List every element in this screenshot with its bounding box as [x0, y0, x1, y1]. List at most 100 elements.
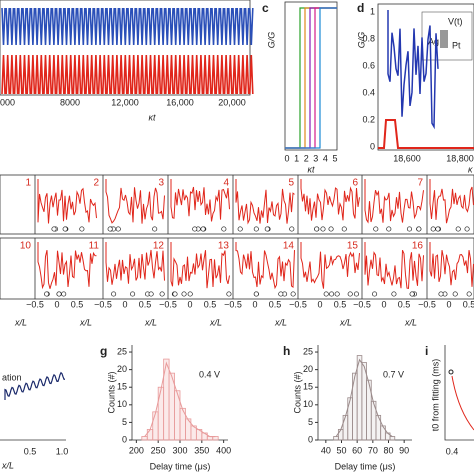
- particle: [455, 226, 461, 232]
- x-tick-label: 0.5: [139, 299, 152, 309]
- histogram-bar: [337, 429, 344, 441]
- panel-d-frame: [377, 3, 474, 151]
- x-axis-label: Delay time (μs): [150, 461, 211, 471]
- particle: [290, 291, 296, 297]
- y-axis-label: G/G: [266, 32, 276, 49]
- y-tick-label: 15: [303, 382, 313, 392]
- particle: [320, 226, 326, 232]
- panel-letter: c: [262, 1, 269, 15]
- panel-letter: g: [100, 344, 107, 358]
- panel-a-frame: [0, 0, 251, 96]
- x-tick-label: 0.5: [204, 299, 217, 309]
- x-axis-label: x/L: [14, 317, 27, 327]
- particle: [172, 291, 178, 297]
- particle: [466, 291, 472, 297]
- particle: [221, 226, 227, 232]
- x-tick-label: 0: [446, 299, 451, 309]
- x-tick-label: −0.5: [94, 299, 112, 309]
- x-axis-label: x/L: [339, 317, 352, 327]
- profile-trace: [300, 179, 360, 221]
- x-tick-label: 70: [368, 445, 378, 455]
- x-tick-label: −0.5: [26, 299, 44, 309]
- x-tick-label: 0.5: [24, 446, 37, 456]
- switch-trace: [285, 7, 337, 149]
- y-tick-label: 0: [122, 434, 127, 444]
- histogram-bar: [157, 386, 165, 441]
- panel-number: 12: [153, 241, 165, 252]
- panel-letter: h: [283, 344, 290, 358]
- x-axis-label: κt: [148, 112, 156, 122]
- x-tick-label: 000: [0, 97, 15, 107]
- profile-trace: [170, 242, 230, 289]
- particle: [159, 291, 165, 297]
- y-tick-label: 20: [117, 364, 127, 374]
- particle: [148, 291, 154, 297]
- x-axis-label: x/L: [144, 317, 157, 327]
- particle: [79, 226, 85, 232]
- switch-trace: [285, 7, 337, 149]
- y-tick-label: 0: [370, 141, 375, 151]
- x-tick-label: 5: [332, 153, 337, 163]
- oscillation-trace: [1, 7, 254, 46]
- histogram-bar: [361, 362, 367, 441]
- particle: [264, 226, 270, 232]
- profile-trace: [235, 179, 295, 225]
- x-tick-label: 350: [194, 445, 209, 455]
- particle: [341, 226, 347, 232]
- oscillation-trace: [1, 54, 254, 95]
- x-tick-label: 1.0: [56, 446, 69, 456]
- particle: [56, 291, 62, 297]
- profile-trace: [429, 179, 474, 224]
- x-tick-label: −0.5: [159, 299, 177, 309]
- x-tick-label: 0.5: [334, 299, 347, 309]
- particle: [111, 291, 117, 297]
- particle: [289, 226, 295, 232]
- profile-trace: [364, 242, 424, 289]
- particle: [192, 226, 198, 232]
- x-tick-label: −0.5: [353, 299, 371, 309]
- profile-trace: [364, 179, 424, 224]
- particle: [430, 226, 436, 232]
- particle: [226, 291, 232, 297]
- x-tick-label: 50: [336, 445, 346, 455]
- y-tick-label: 5: [122, 417, 127, 427]
- x-tick-label: 4: [323, 153, 328, 163]
- data-point: [448, 369, 454, 375]
- particle: [373, 226, 379, 232]
- histogram-bar: [141, 436, 148, 441]
- x-tick-label: 0: [284, 153, 289, 163]
- y-tick-label: 0.4: [362, 87, 375, 97]
- annotation: 0.7 V: [383, 369, 404, 379]
- particle: [51, 226, 57, 232]
- panel-number: 3: [158, 178, 164, 189]
- histogram-bar: [212, 436, 219, 441]
- particle: [438, 291, 444, 297]
- y-tick-label: 1: [370, 6, 375, 16]
- x-tick-label: 0: [122, 299, 127, 309]
- panel-number: 5: [288, 178, 294, 189]
- x-tick-label: 0: [381, 299, 386, 309]
- profile-trace: [37, 242, 97, 290]
- particle: [329, 291, 335, 297]
- switch-trace: [285, 7, 337, 149]
- strip-frame: [0, 174, 474, 235]
- particle: [115, 226, 121, 232]
- x-axis-label: κ: [468, 164, 473, 174]
- inset-label: Ag: [428, 36, 439, 46]
- x-tick-label: −0.5: [418, 299, 436, 309]
- particle: [435, 226, 441, 232]
- x-tick-label: 12,000: [111, 97, 139, 107]
- x-tick-label: 18,600: [393, 153, 421, 163]
- particle: [44, 291, 50, 297]
- fit-curve: [4, 371, 66, 400]
- histogram-bar: [146, 429, 154, 441]
- x-tick-label: 16,000: [166, 97, 194, 107]
- histogram-bar: [356, 355, 363, 441]
- particle: [372, 291, 378, 297]
- x-tick-label: 400: [216, 445, 231, 455]
- x-tick-label: 0: [317, 299, 322, 309]
- x-tick-label: 0.5: [71, 299, 84, 309]
- particle: [181, 291, 187, 297]
- x-axis-label: Delay time (μs): [335, 461, 396, 471]
